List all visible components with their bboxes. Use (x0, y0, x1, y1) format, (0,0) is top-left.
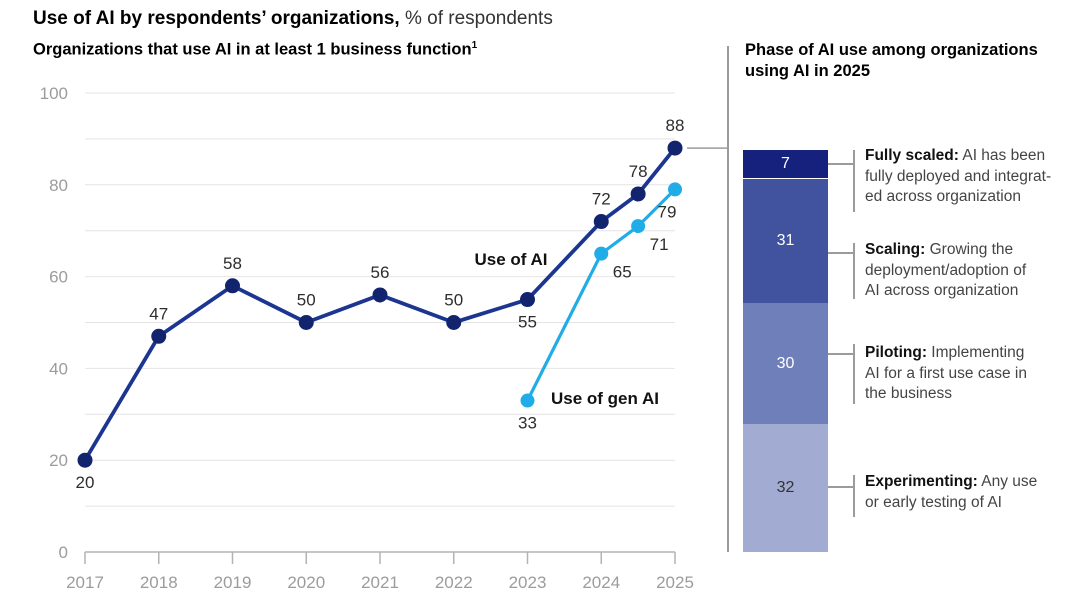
x-tick-label: 2021 (361, 573, 399, 592)
panel-divider (727, 46, 729, 552)
bracket-line (853, 344, 855, 404)
bar-segment-experimenting: 32 (743, 423, 828, 552)
data-point-label: 88 (666, 116, 685, 135)
data-point (631, 219, 646, 234)
page-title-units: % of respondents (399, 8, 553, 29)
bracket-connector (828, 163, 853, 165)
phase-term: Experimenting: (865, 473, 978, 490)
data-point-label: 65 (613, 263, 632, 282)
y-tick-label: 60 (49, 268, 68, 287)
phase-description-3: Piloting: Implementing AI for a first use… (865, 344, 1027, 402)
bracket-line (853, 150, 855, 212)
page-title: Use of AI by respondents’ organizations,… (33, 8, 553, 30)
bracket-connector (828, 252, 853, 254)
data-point-label: 56 (371, 263, 390, 282)
data-point-label: 50 (297, 291, 316, 310)
series-label: Use of AI (474, 250, 547, 269)
bracket-line (853, 475, 855, 517)
series-line (83, 146, 677, 462)
data-point (520, 393, 535, 408)
bar-segment-value: 31 (776, 232, 795, 250)
data-point (446, 315, 462, 330)
bar-segment-piloting: 30 (743, 303, 828, 424)
data-point (520, 292, 535, 308)
data-point (630, 186, 646, 202)
bracket-connector (828, 353, 853, 355)
bracket-line (853, 243, 855, 299)
phase-description-1: Fully scaled: AI has been fully deployed … (865, 147, 1052, 205)
data-point-label: 58 (223, 254, 242, 273)
bar-segment-scaling: 31 (743, 178, 828, 304)
x-tick-label: 2019 (214, 573, 252, 592)
x-tick-label: 2018 (140, 573, 178, 592)
data-point (77, 452, 93, 468)
x-tick-label: 2020 (287, 573, 325, 592)
x-tick-label: 2022 (435, 573, 473, 592)
data-point-label: 71 (650, 235, 669, 254)
phase-description-4: Experimenting: Any use or early testing o… (865, 473, 1038, 511)
data-point (667, 140, 683, 156)
phase-term: Piloting: (865, 344, 927, 361)
phase-description-2: Scaling: Growing the deployment/adoption … (865, 241, 1027, 299)
x-tick-label: 2025 (656, 573, 694, 592)
y-tick-label: 0 (59, 543, 68, 562)
stacked-bar: 7 31 30 32 (743, 150, 828, 552)
phase-term: Scaling: (865, 241, 926, 258)
data-point-label: 78 (629, 162, 648, 181)
series-line (526, 188, 677, 402)
data-point (594, 246, 609, 261)
data-point (225, 278, 240, 294)
phase-panel-title: Phase of AI use among organizations usin… (745, 41, 1038, 80)
data-point (151, 328, 167, 344)
data-point-label: 79 (658, 202, 677, 221)
data-point (298, 315, 314, 330)
bar-segment-value: 7 (781, 155, 790, 173)
bar-segment-value: 30 (776, 354, 795, 372)
y-tick-label: 20 (49, 451, 68, 470)
phase-term: Fully scaled: (865, 147, 959, 164)
data-point (668, 182, 682, 197)
data-point (593, 214, 609, 230)
bar-segment-fully-scaled: 7 (743, 150, 828, 179)
data-point-label: 33 (518, 414, 537, 433)
bar-segment-value: 32 (776, 478, 795, 496)
y-tick-label: 40 (49, 359, 68, 378)
x-tick-label: 2024 (582, 573, 620, 592)
x-tick-label: 2017 (66, 573, 104, 592)
chart-subtitle-text: Organizations that use AI in at least 1 … (33, 40, 472, 59)
data-point (372, 287, 388, 303)
page-title-bold: Use of AI by respondents’ organizations, (33, 8, 400, 29)
data-point-label: 20 (76, 473, 95, 492)
data-point-label: 47 (149, 304, 168, 323)
y-tick-label: 80 (49, 176, 68, 195)
data-point-label: 50 (444, 291, 463, 310)
footnote-marker: 1 (471, 40, 478, 51)
chart-subtitle: Organizations that use AI in at least 1 … (33, 40, 477, 60)
x-tick-label: 2023 (509, 573, 547, 592)
data-point-label: 72 (592, 190, 611, 209)
data-point-label: 55 (518, 313, 537, 332)
bracket-connector (828, 486, 853, 488)
line-chart: 2017 2018 2019 2020 2021 2022 2023 2024 2025 0 20 4… (40, 84, 727, 592)
y-tick-label: 100 (40, 84, 68, 103)
series-label: Use of gen AI (551, 389, 659, 408)
